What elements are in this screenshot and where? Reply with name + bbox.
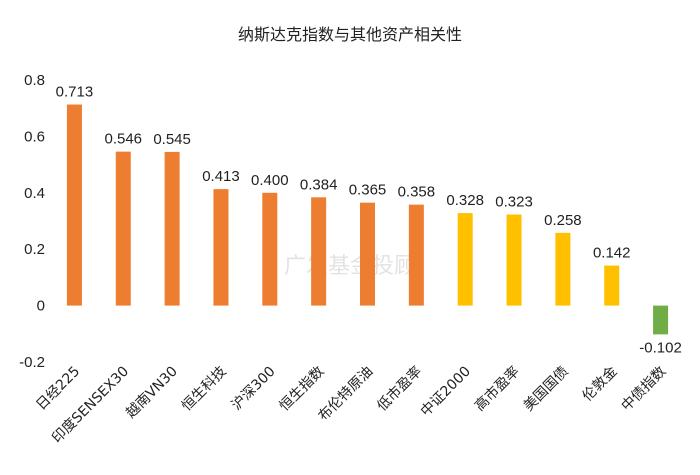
- data-label: 0.546: [104, 131, 142, 148]
- data-label: 0.365: [349, 182, 387, 199]
- category-label: 日经225: [33, 364, 83, 414]
- bar: [213, 189, 229, 306]
- category-label: 恒生指数: [277, 364, 328, 415]
- category-label: 恒生科技: [179, 364, 230, 415]
- y-axis: 0.8 0.6 0.4 0.2 0 -0.2: [19, 72, 45, 371]
- data-label: 0.545: [153, 131, 191, 148]
- bar: [604, 265, 620, 306]
- bar: [653, 305, 669, 335]
- bar: [66, 104, 82, 306]
- category-label: 中证2000: [418, 364, 474, 420]
- category-label: 美国国债: [521, 364, 572, 415]
- bar: [555, 232, 571, 306]
- data-label: 0.258: [544, 212, 582, 229]
- category-label: 越南VN30: [123, 364, 181, 422]
- y-tick-label: 0.2: [24, 241, 45, 258]
- y-tick-label: -0.2: [19, 354, 45, 371]
- data-label: 0.713: [56, 84, 94, 101]
- bar: [457, 213, 473, 306]
- bar: [311, 197, 327, 306]
- bar: [262, 192, 278, 306]
- data-label: 0.142: [593, 245, 631, 262]
- category-label: 低市盈率: [374, 363, 426, 415]
- data-labels: 0.713 0.546 0.545 0.413 0.400 0.384 0.365 0.358…: [56, 84, 682, 357]
- data-label: 0.358: [398, 184, 436, 201]
- category-label: 伦敦金: [580, 364, 621, 405]
- bar: [115, 151, 131, 306]
- data-label: 0.328: [446, 192, 484, 209]
- chart-title: 纳斯达克指数与其他资产相关性: [238, 25, 462, 44]
- category-label: 高市盈率: [471, 363, 523, 415]
- x-axis: 日经225印度SENSEX30越南VN30恒生科技沪深300恒生指数布伦特原油低…: [33, 363, 669, 447]
- y-tick-label: 0.4: [24, 185, 45, 202]
- bar: [164, 151, 180, 306]
- data-label: 0.400: [251, 172, 289, 189]
- data-label: 0.323: [495, 194, 533, 211]
- bar: [408, 204, 424, 306]
- bar: [360, 202, 375, 306]
- data-label: -0.102: [639, 339, 682, 356]
- bar: [506, 214, 522, 306]
- data-label: 0.384: [300, 176, 338, 193]
- watermark-text: 广发基金投顾: [284, 254, 416, 279]
- category-label: 中债指数: [618, 364, 669, 415]
- y-tick-label: 0.6: [24, 128, 45, 145]
- y-tick-label: 0: [37, 298, 45, 315]
- bars: [66, 104, 669, 335]
- data-label: 0.413: [202, 168, 240, 185]
- y-tick-label: 0.8: [24, 72, 45, 89]
- category-label: 沪深300: [229, 364, 279, 414]
